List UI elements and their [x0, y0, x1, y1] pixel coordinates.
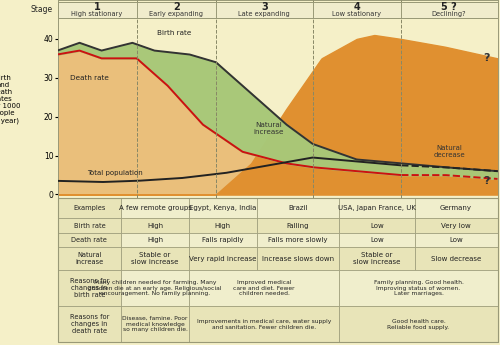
Text: ?: ?	[483, 53, 490, 63]
Bar	[414, 233, 498, 247]
Text: Birth rate: Birth rate	[157, 30, 192, 36]
Bar	[58, 247, 122, 270]
Bar	[189, 198, 256, 218]
Bar	[256, 198, 340, 218]
Text: Egypt, Kenya, India: Egypt, Kenya, India	[189, 205, 256, 211]
Text: Examples: Examples	[73, 205, 106, 211]
Text: Death rate: Death rate	[72, 237, 108, 243]
Bar	[122, 198, 189, 218]
Bar	[58, 2, 498, 18]
Text: Reasons for
changes in
death rate: Reasons for changes in death rate	[70, 314, 109, 334]
Text: Very low: Very low	[441, 223, 471, 228]
Text: 3: 3	[261, 2, 268, 12]
Bar	[414, 247, 498, 270]
Bar	[340, 270, 498, 306]
Bar	[340, 198, 414, 218]
Text: 1: 1	[94, 2, 100, 12]
Text: Stable or
slow increase: Stable or slow increase	[354, 252, 401, 265]
Text: Improved medical
care and diet. Fewer
children needed.: Improved medical care and diet. Fewer ch…	[234, 280, 295, 296]
Bar	[58, 306, 122, 342]
Bar	[256, 218, 340, 233]
Text: Reasons for
changes in
birth rate: Reasons for changes in birth rate	[70, 278, 109, 298]
Bar	[340, 247, 414, 270]
Text: Birth rate: Birth rate	[74, 223, 106, 228]
Bar	[58, 198, 122, 218]
Text: A few remote groups: A few remote groups	[118, 205, 192, 211]
Bar	[340, 306, 498, 342]
Text: Falling: Falling	[287, 223, 310, 228]
Text: 5 ?: 5 ?	[441, 2, 457, 12]
Bar	[122, 306, 189, 342]
Text: Low: Low	[370, 237, 384, 243]
Text: Death rate: Death rate	[70, 75, 108, 81]
Bar	[189, 218, 256, 233]
Text: High stationary: High stationary	[72, 11, 122, 17]
Bar	[340, 218, 414, 233]
Text: Total population: Total population	[87, 170, 142, 176]
Bar	[122, 270, 189, 306]
Bar	[189, 306, 340, 342]
Bar	[58, 198, 498, 342]
Text: Early expanding: Early expanding	[150, 11, 204, 17]
Text: 2: 2	[173, 2, 180, 12]
Bar	[122, 218, 189, 233]
Text: Falls rapidly: Falls rapidly	[202, 237, 243, 243]
Bar	[58, 218, 122, 233]
Text: Good health care.
Reliable food supply.: Good health care. Reliable food supply.	[388, 319, 450, 329]
Text: Declining?: Declining?	[432, 11, 466, 17]
Text: Disease, famine. Poor
medical knowledge
so many children die.: Disease, famine. Poor medical knowledge …	[122, 316, 188, 332]
Text: Very rapid increase: Very rapid increase	[189, 256, 256, 262]
Text: 4: 4	[354, 2, 360, 12]
Bar	[256, 233, 340, 247]
Bar	[256, 247, 340, 270]
Bar	[414, 198, 498, 218]
Text: High: High	[147, 237, 163, 243]
Text: Brazil: Brazil	[288, 205, 308, 211]
Text: Stable or
slow increase: Stable or slow increase	[132, 252, 179, 265]
Bar	[58, 270, 122, 306]
Text: Slow decrease: Slow decrease	[431, 256, 481, 262]
Text: USA, Japan France, UK: USA, Japan France, UK	[338, 205, 416, 211]
Text: Natural
decrease: Natural decrease	[434, 145, 465, 158]
Text: Increase slows down: Increase slows down	[262, 256, 334, 262]
Bar	[189, 247, 256, 270]
Text: Low: Low	[449, 237, 463, 243]
Text: ?: ?	[483, 176, 490, 186]
Text: Falls more slowly: Falls more slowly	[268, 237, 328, 243]
Bar	[189, 270, 340, 306]
Text: Stage: Stage	[31, 5, 53, 14]
Text: Low stationary: Low stationary	[332, 11, 381, 17]
Text: Low: Low	[370, 223, 384, 228]
Bar	[189, 233, 256, 247]
Bar	[58, 233, 122, 247]
Text: Improvements in medical care, water supply
and sanitation. Fewer children die.: Improvements in medical care, water supp…	[197, 319, 332, 329]
Bar	[122, 247, 189, 270]
Bar	[414, 218, 498, 233]
Text: Many children needed for farming. Many
children die at an early age. Religious/s: Many children needed for farming. Many c…	[88, 280, 222, 296]
Text: Late expanding: Late expanding	[238, 11, 290, 17]
Y-axis label: Birth
and
death
rates
(per 1000
people
per year): Birth and death rates (per 1000 people p…	[0, 75, 20, 124]
Text: High: High	[147, 223, 163, 228]
Bar	[122, 233, 189, 247]
Text: Natural
increase: Natural increase	[254, 122, 284, 135]
Text: Natural
increase: Natural increase	[76, 252, 104, 265]
Bar	[340, 233, 414, 247]
Text: Germany: Germany	[440, 205, 472, 211]
Text: High: High	[215, 223, 231, 228]
Text: Family planning. Good health.
Improving status of women.
Later marriages.: Family planning. Good health. Improving …	[374, 280, 464, 296]
